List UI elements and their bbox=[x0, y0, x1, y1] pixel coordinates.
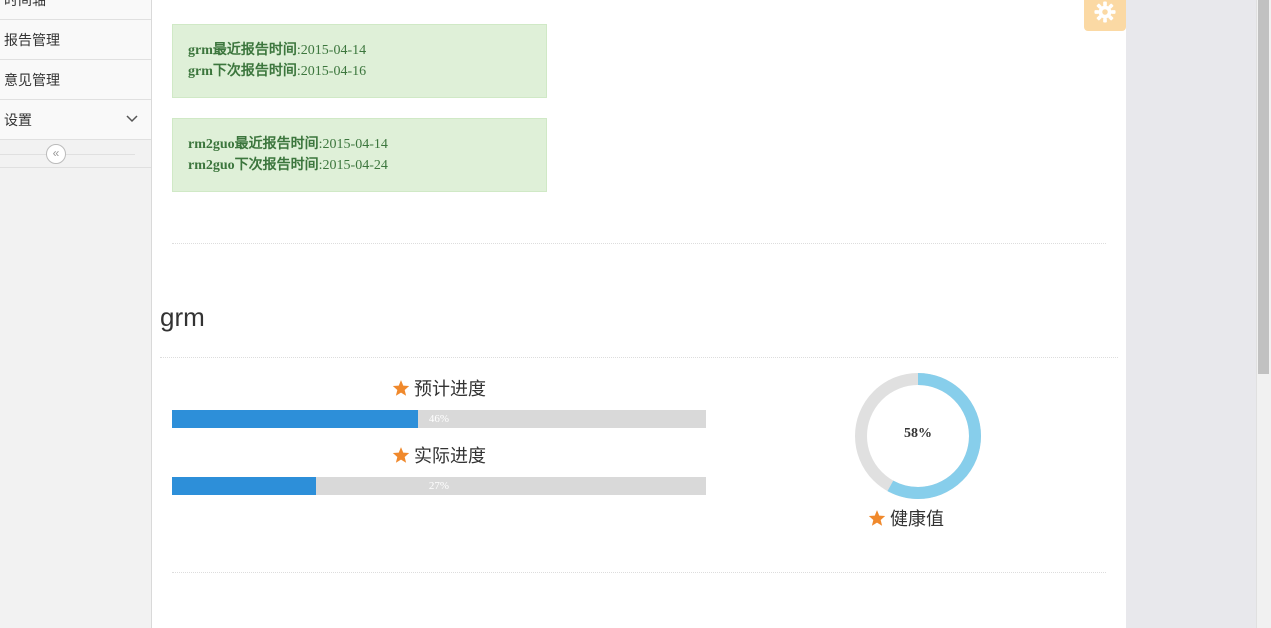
next-report-value: :2015-04-24 bbox=[318, 158, 388, 173]
actual-progress-fill bbox=[172, 477, 317, 495]
health-percent: 58% bbox=[904, 426, 932, 441]
actual-progress-text: 实际进度 bbox=[414, 446, 486, 466]
next-report-line: grm下次报告时间:2015-04-16 bbox=[188, 63, 366, 81]
sidebar-item-label: 意见管理 bbox=[4, 72, 60, 88]
settings-gear-button[interactable] bbox=[1084, 0, 1126, 31]
latest-report-label: rm2guo最近报告时间 bbox=[188, 137, 319, 152]
planned-progress-bar: 46% bbox=[172, 410, 706, 428]
main-content: grm最近报告时间:2015-04-14 grm下次报告时间:2015-04-1… bbox=[152, 0, 1126, 628]
actual-progress-bar: 27% bbox=[172, 477, 706, 495]
planned-progress-percent: 46% bbox=[428, 413, 450, 425]
latest-report-value: :2015-04-14 bbox=[296, 43, 367, 58]
double-chevron-left-icon[interactable]: « bbox=[46, 144, 66, 164]
actual-progress-percent: 27% bbox=[428, 480, 450, 492]
report-alert-rm2guo: rm2guo最近报告时间:2015-04-14 rm2guo下次报告时间:201… bbox=[172, 118, 547, 192]
project-title: grm bbox=[160, 302, 205, 332]
sidebar-item-timeline[interactable]: 时间轴 bbox=[0, 0, 151, 20]
sidebar: 时间轴 报告管理 意见管理 设置 « bbox=[0, 0, 152, 628]
health-donut-chart bbox=[855, 373, 981, 499]
next-report-line: rm2guo下次报告时间:2015-04-24 bbox=[188, 157, 388, 175]
divider bbox=[172, 243, 1106, 244]
planned-progress-fill bbox=[172, 410, 418, 428]
health-donut: 58% bbox=[852, 370, 984, 502]
health-label: 健康值 bbox=[868, 508, 944, 530]
next-report-label: grm下次报告时间 bbox=[188, 64, 297, 79]
actual-progress-label: 实际进度 bbox=[172, 445, 706, 467]
health-donut-fill bbox=[855, 373, 981, 499]
planned-progress-text: 预计进度 bbox=[414, 379, 486, 399]
latest-report-line: grm最近报告时间:2015-04-14 bbox=[188, 42, 366, 60]
next-report-value: :2015-04-16 bbox=[296, 64, 367, 79]
right-empty-area bbox=[1126, 0, 1257, 628]
scrollbar-thumb[interactable] bbox=[1258, 0, 1269, 374]
star-icon bbox=[868, 510, 886, 526]
sidebar-item-label: 报告管理 bbox=[4, 32, 60, 48]
star-icon bbox=[392, 447, 410, 463]
sidebar-item-reports[interactable]: 报告管理 bbox=[0, 20, 151, 60]
sidebar-item-settings[interactable]: 设置 bbox=[0, 100, 151, 140]
star-icon bbox=[392, 380, 410, 396]
divider bbox=[172, 572, 1106, 573]
sidebar-item-feedback[interactable]: 意见管理 bbox=[0, 60, 151, 100]
planned-progress-label: 预计进度 bbox=[172, 378, 706, 400]
divider bbox=[160, 357, 1118, 358]
report-alert-grm: grm最近报告时间:2015-04-14 grm下次报告时间:2015-04-1… bbox=[172, 24, 547, 98]
sidebar-collapse-row: « bbox=[0, 141, 151, 168]
latest-report-line: rm2guo最近报告时间:2015-04-14 bbox=[188, 136, 388, 154]
gear-icon bbox=[1094, 1, 1116, 23]
health-label-text: 健康值 bbox=[890, 509, 944, 529]
collapse-divider bbox=[0, 154, 135, 155]
sidebar-item-label: 设置 bbox=[4, 112, 32, 128]
latest-report-value: :2015-04-14 bbox=[318, 137, 388, 152]
next-report-label: rm2guo下次报告时间 bbox=[188, 158, 319, 173]
chevron-down-icon bbox=[126, 115, 138, 123]
sidebar-item-label: 时间轴 bbox=[4, 0, 46, 8]
latest-report-label: grm最近报告时间 bbox=[188, 43, 297, 58]
